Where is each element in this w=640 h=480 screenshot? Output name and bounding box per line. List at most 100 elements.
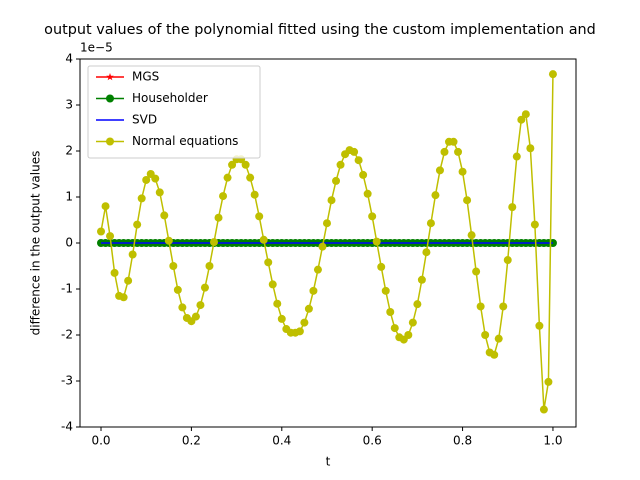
marker (173, 285, 182, 294)
marker (408, 318, 417, 327)
legend-marker (106, 137, 114, 146)
marker (155, 188, 164, 197)
legend-label: SVD (132, 113, 157, 127)
marker (390, 324, 399, 333)
marker (336, 160, 345, 169)
marker (137, 194, 146, 203)
marker (517, 115, 526, 124)
y-tick-label: -1 (61, 282, 73, 296)
marker (268, 280, 277, 289)
y-axis-label: difference in the output values (29, 151, 43, 336)
marker (332, 176, 341, 185)
marker (205, 262, 214, 270)
marker (255, 212, 264, 221)
legend-label: MGS (132, 70, 159, 84)
marker (318, 242, 327, 251)
legend-marker (106, 94, 114, 103)
marker (228, 160, 237, 169)
y-tick-label: -4 (61, 420, 73, 434)
x-tick-label: 1.0 (543, 434, 562, 448)
marker (151, 174, 160, 183)
marker (490, 350, 499, 359)
legend-label: Normal equations (132, 134, 238, 148)
marker (142, 175, 151, 184)
marker (250, 190, 259, 199)
plot-frame (79, 58, 577, 428)
marker (467, 231, 476, 240)
marker (300, 318, 309, 327)
marker (322, 219, 331, 228)
marker (119, 293, 128, 302)
marker (273, 299, 282, 308)
marker (404, 331, 413, 339)
marker (241, 160, 250, 169)
marker (417, 275, 426, 284)
marker (209, 238, 218, 247)
marker (476, 302, 485, 311)
marker (458, 167, 467, 176)
marker (548, 70, 557, 79)
marker (368, 212, 377, 221)
marker (124, 276, 133, 285)
marker (160, 211, 169, 220)
legend-marker (106, 73, 114, 81)
x-tick-label: 0.6 (363, 434, 382, 448)
marker (449, 137, 458, 146)
marker (246, 173, 255, 182)
marker (327, 196, 336, 205)
offset-label: 1e−5 (80, 41, 113, 55)
y-tick-label: 4 (65, 52, 73, 66)
marker (196, 301, 205, 310)
marker (223, 173, 232, 182)
marker (219, 192, 228, 201)
marker (359, 170, 368, 179)
marker (354, 156, 363, 165)
marker (277, 314, 286, 323)
x-tick-label: 0.0 (91, 434, 110, 448)
marker (313, 265, 322, 274)
marker (535, 321, 544, 330)
x-tick-label: 0.4 (272, 434, 291, 448)
marker (377, 262, 386, 271)
marker (101, 202, 110, 211)
marker (472, 267, 481, 276)
marker (200, 283, 209, 292)
y-tick-label: 2 (65, 144, 73, 158)
marker (381, 286, 390, 295)
marker (304, 304, 313, 313)
x-tick-label: 0.8 (453, 434, 472, 448)
marker (508, 203, 517, 212)
x-tick-label: 0.2 (182, 434, 201, 448)
marker (164, 236, 173, 245)
marker (463, 196, 472, 205)
y-tick-label: -3 (61, 374, 73, 388)
marker (363, 189, 372, 198)
marker (106, 232, 115, 241)
marker (431, 191, 440, 200)
x-axis-label: t (326, 455, 331, 469)
marker (544, 377, 553, 386)
marker (386, 308, 395, 316)
marker (372, 237, 381, 246)
marker (422, 248, 431, 257)
marker (191, 312, 200, 321)
marker (413, 300, 422, 309)
marker (169, 262, 178, 270)
marker (521, 110, 530, 119)
marker (512, 152, 521, 161)
marker (481, 331, 490, 339)
marker (539, 405, 548, 414)
marker (178, 303, 187, 312)
legend-box (87, 65, 261, 159)
y-tick-label: 0 (65, 236, 73, 250)
marker (309, 286, 318, 295)
y-tick-label: 3 (65, 98, 73, 112)
marker (350, 147, 359, 156)
marker (97, 227, 106, 236)
marker (264, 258, 273, 267)
chart-title: output values of the polynomial fitted u… (44, 22, 596, 38)
y-tick-label: -2 (61, 328, 73, 342)
marker (440, 147, 449, 156)
marker (133, 220, 142, 229)
